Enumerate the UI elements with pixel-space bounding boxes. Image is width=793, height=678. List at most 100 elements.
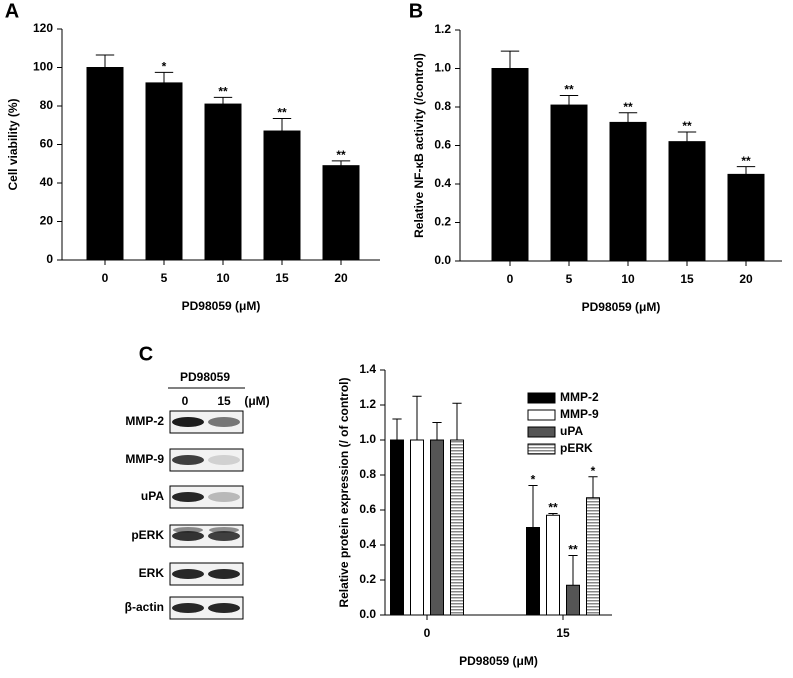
blot-band <box>172 492 204 502</box>
y-tick-label: 40 <box>40 175 54 189</box>
bar <box>430 439 444 616</box>
bar <box>491 68 529 262</box>
significance: ** <box>741 154 751 168</box>
bar <box>145 82 183 261</box>
bar <box>550 104 588 262</box>
x-tick-label: 15 <box>680 272 694 286</box>
y-tick-label: 1.0 <box>359 432 376 446</box>
blot-band <box>208 417 240 427</box>
x-axis-title: PD98059 (μM) <box>459 654 538 668</box>
y-tick-label: 0.6 <box>359 502 376 516</box>
y-tick-label: 0.2 <box>434 215 451 229</box>
blot-frame <box>169 410 244 434</box>
blot-lane: 0 <box>182 394 189 408</box>
blot-row-label: ERK <box>139 566 165 580</box>
legend-swatch <box>527 426 556 438</box>
blot-row-label: MMP-2 <box>125 414 164 428</box>
x-tick-label: 20 <box>334 271 348 285</box>
x-tick-label: 0 <box>507 272 514 286</box>
y-tick-label: 0.0 <box>434 253 451 267</box>
significance: * <box>162 59 167 73</box>
legend-swatch <box>527 392 556 404</box>
bar <box>526 527 540 616</box>
y-tick-label: 0.2 <box>359 572 376 586</box>
bar <box>668 141 706 262</box>
y-tick-label: 1.4 <box>359 362 376 376</box>
blot-band <box>172 417 204 427</box>
bar <box>204 103 242 261</box>
x-tick-label: 10 <box>621 272 635 286</box>
x-tick-label: 5 <box>161 271 168 285</box>
y-tick-label: 100 <box>33 60 53 74</box>
bar <box>586 497 600 616</box>
legend-swatch <box>527 443 556 455</box>
blot-frame <box>169 596 244 620</box>
y-tick-label: 0 <box>46 252 53 266</box>
blot-unit: (μM) <box>244 394 269 408</box>
bar <box>546 514 560 616</box>
blot-band <box>208 569 240 579</box>
y-tick-label: 0.4 <box>359 537 376 551</box>
blot-lane: 15 <box>217 394 231 408</box>
bar <box>410 439 424 616</box>
legend-label: MMP-2 <box>560 390 599 404</box>
significance: ** <box>568 543 578 557</box>
x-tick-label: 10 <box>216 271 230 285</box>
x-tick-label: 15 <box>275 271 289 285</box>
legend-label: MMP-9 <box>560 407 599 421</box>
x-tick-label: 15 <box>556 626 570 640</box>
blot-row-label: uPA <box>141 489 164 503</box>
x-tick-label: 5 <box>566 272 573 286</box>
blot-band <box>173 527 203 533</box>
legend-swatch <box>527 409 556 421</box>
blot-band <box>208 492 240 502</box>
bar <box>450 439 464 616</box>
y-tick-label: 1.2 <box>434 22 451 36</box>
x-tick-label: 0 <box>102 271 109 285</box>
significance: ** <box>336 148 346 162</box>
blot-band <box>208 455 240 465</box>
y-tick-label: 1.0 <box>434 61 451 75</box>
significance: * <box>591 464 596 478</box>
significance: ** <box>218 85 228 99</box>
significance: ** <box>277 106 287 120</box>
bar <box>566 584 580 616</box>
bar <box>263 130 301 261</box>
significance: * <box>531 473 536 487</box>
y-tick-label: 0.8 <box>434 99 451 113</box>
x-tick-label: 20 <box>739 272 753 286</box>
bar <box>322 165 360 261</box>
significance: ** <box>623 100 633 114</box>
blot-band <box>172 603 204 613</box>
blot-band <box>208 603 240 613</box>
x-axis-title: PD98059 (μM) <box>182 299 261 313</box>
legend-label: pERK <box>560 441 593 455</box>
bar <box>390 439 404 616</box>
panel-label: C <box>139 343 153 365</box>
y-tick-label: 1.2 <box>359 397 376 411</box>
y-tick-label: 20 <box>40 214 54 228</box>
blot-frame <box>169 448 244 472</box>
y-tick-label: 0.4 <box>434 176 451 190</box>
blot-frame <box>169 485 244 509</box>
panel-label: A <box>5 0 19 22</box>
legend-label: uPA <box>560 424 583 438</box>
blot-band <box>209 527 239 533</box>
y-tick-label: 80 <box>40 98 54 112</box>
x-axis-title: PD98059 (μM) <box>582 300 661 314</box>
bar <box>727 173 765 262</box>
blot-band <box>172 455 204 465</box>
blot-row-label: β-actin <box>125 600 164 614</box>
blot-band <box>208 531 240 541</box>
y-tick-label: 120 <box>33 21 53 35</box>
significance: ** <box>682 119 692 133</box>
bar <box>86 67 124 261</box>
x-tick-label: 0 <box>424 626 431 640</box>
y-tick-label: 0.0 <box>359 607 376 621</box>
blot-row-label: MMP-9 <box>125 452 164 466</box>
bar <box>609 121 647 262</box>
significance: ** <box>564 83 574 97</box>
y-axis-title: Cell viability (%) <box>6 98 20 190</box>
